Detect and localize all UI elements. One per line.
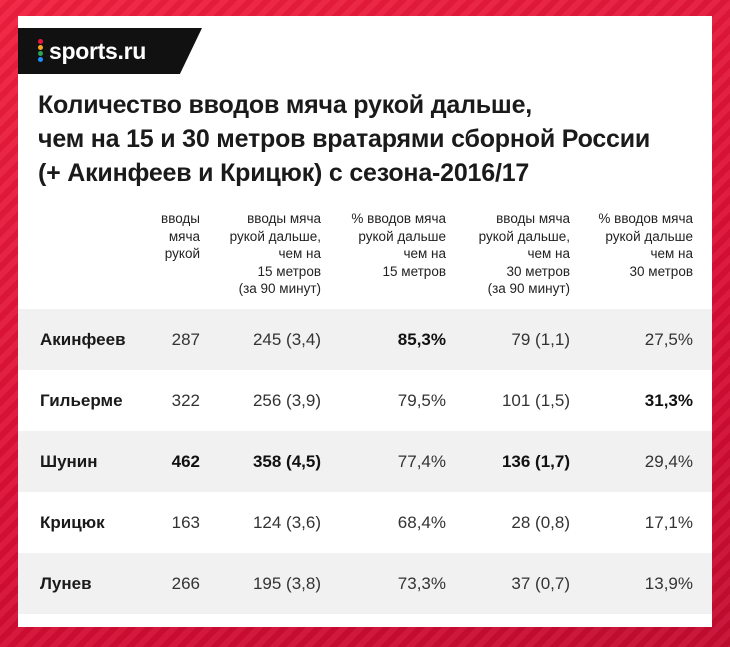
player-name: Шунин [40, 452, 98, 471]
table-cell-c3: 79,5% [397, 391, 446, 410]
column-header-throws: вводы мяча рукой [161, 211, 200, 261]
table-cell-c1: 462 [171, 452, 200, 471]
title-line: Количество вводов мяча рукой дальше, [38, 91, 533, 119]
logo-dot [38, 51, 43, 56]
table-cell-c5: 29,4% [644, 452, 693, 471]
table-cell-c4: 37 (0,7) [511, 574, 570, 593]
table-row: Шунин 462 358 (4,5) 77,4% 136 (1,7) 29,4% [18, 431, 712, 492]
table-row: Гильерме 322 256 (3,9) 79,5% 101 (1,5) 31,3% [18, 370, 712, 431]
table-cell-c2: 358 (4,5) [252, 452, 321, 471]
table-cell-c1: 287 [171, 330, 200, 349]
player-name: Крицюк [40, 513, 105, 532]
table-cell-c3: 77,4% [397, 452, 446, 471]
table-cell-c5: 27,5% [644, 330, 693, 349]
table-cell-c5: 17,1% [644, 513, 693, 532]
table-cell-c3: 73,3% [397, 574, 446, 593]
title-line: чем на 15 и 30 метров вратарями сборной … [38, 125, 651, 153]
table-cell-c1: 266 [171, 574, 200, 593]
table-cell-c4: 28 (0,8) [511, 513, 570, 532]
table-cell-c2: 195 (3,8) [252, 574, 321, 593]
column-header-30m-pct: % вводов мяча рукой дальше чем на 30 мет… [598, 211, 693, 279]
logo-dot [38, 57, 43, 62]
player-name: Гильерме [40, 391, 123, 410]
table-cell-c3: 68,4% [397, 513, 446, 532]
logo-dot [38, 39, 43, 44]
title-line: (+ Акинфеев и Крицюк) с сезона-2016/17 [38, 159, 530, 187]
table-cell-c4: 136 (1,7) [501, 452, 570, 471]
table-row: Крицюк 163 124 (3,6) 68,4% 28 (0,8) 17,1% [18, 492, 712, 553]
column-header-15m-pct: % вводов мяча рукой дальше чем на 15 мет… [351, 211, 446, 279]
logo-text: sports.ru [49, 37, 146, 64]
table-cell-c1: 163 [171, 513, 200, 532]
table-cell-c2: 124 (3,6) [252, 513, 321, 532]
table-cell-c2: 245 (3,4) [252, 330, 321, 349]
table-cell-c3: 85,3% [397, 330, 446, 349]
column-header-15m-count: вводы мяча рукой дальше, чем на 15 метро… [229, 211, 321, 296]
infographic-card: sports.ru Количество вводов мяча рукой д… [18, 16, 712, 627]
table-cell-c4: 79 (1,1) [511, 330, 570, 349]
table-cell-c1: 322 [171, 391, 200, 410]
player-name: Акинфеев [40, 330, 126, 349]
page-title: Количество вводов мяча рукой дальше, чем… [38, 88, 708, 190]
table-cell-c4: 101 (1,5) [501, 391, 570, 410]
table-row: Акинфеев 287 245 (3,4) 85,3% 79 (1,1) 27,5% [18, 309, 712, 370]
sports-ru-logo: sports.ru [18, 28, 202, 74]
column-header-30m-count: вводы мяча рукой дальше, чем на 30 метро… [478, 211, 570, 296]
player-name: Лунев [40, 574, 92, 593]
table-cell-c2: 256 (3,9) [252, 391, 321, 410]
logo-dot [38, 45, 43, 50]
table-row: Лунев 266 195 (3,8) 73,3% 37 (0,7) 13,9% [18, 553, 712, 614]
table-cell-c5: 31,3% [644, 391, 693, 410]
logo-dots-icon [38, 39, 43, 63]
table-cell-c5: 13,9% [644, 574, 693, 593]
